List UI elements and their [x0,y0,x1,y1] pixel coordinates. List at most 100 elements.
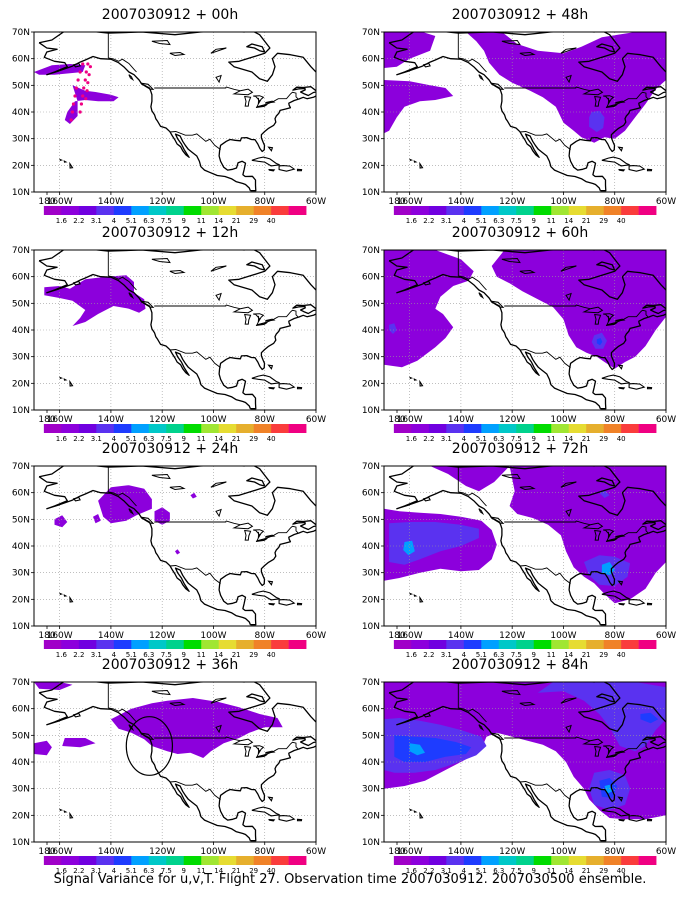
lake-outline [210,697,227,704]
coastline [388,682,666,732]
lake-outline [215,724,222,734]
legend-label: 40 [267,651,276,659]
lon-label: 60W [306,197,326,207]
legend-label: 6.3 [493,651,504,659]
panel-title: 2007030912 + 36h [101,657,239,673]
island-outline [601,374,630,385]
island-outline [409,808,414,811]
lake-outline [232,306,254,314]
lake-outline [210,47,227,54]
island-outline [128,508,135,516]
panel-title: 2007030912 + 60h [451,225,589,241]
legend-swatch [638,424,657,433]
legend-label: 14 [214,435,223,443]
legend-label: 21 [582,867,591,875]
variance-region [384,80,454,134]
coastline [388,692,602,841]
island-outline [419,379,424,387]
island-outline [128,74,135,82]
legend-label: 40 [617,435,626,443]
border-line [458,275,487,291]
observation-dot [88,65,92,69]
lat-label: 30N [362,135,380,145]
variance-region [54,515,68,528]
island-outline [618,387,626,390]
lat-label: 40N [362,758,380,768]
map-panel-p72: 70N 60N 50N 40N 30N 20N 10N 180 160W 140W 120W 100W… [350,440,690,659]
lake-outline [582,522,604,530]
island-outline [617,796,624,802]
observation-dot [84,97,88,101]
legend-swatch [78,640,97,649]
legend-swatch [551,424,570,433]
coastline [596,477,616,487]
legend-swatch [463,206,482,215]
legend-swatch [183,424,202,433]
legend-swatch [411,856,430,865]
lake-outline [594,313,602,325]
observation-dot [83,78,87,82]
legend-swatch [61,640,80,649]
legend-swatch [603,640,622,649]
legend-swatch [551,206,570,215]
border-line [458,491,487,507]
lat-label: 40N [362,326,380,336]
island-outline [490,516,505,524]
island-outline [63,810,68,813]
lon-label: 60W [306,415,326,425]
lake-outline [603,95,615,105]
coastline [38,682,316,732]
legend-swatch [201,206,220,215]
island-outline [419,811,424,819]
coastline [292,86,316,97]
legend-swatch [218,856,237,865]
lat-label: 60N [12,489,30,499]
figure-caption: Signal Variance for u,v,T. Flight 27. Ob… [53,872,647,887]
island-outline [422,62,431,68]
lon-label: 80W [605,415,625,425]
legend-swatch [148,640,167,649]
legend-swatch [516,640,535,649]
lon-label: 80W [605,631,625,641]
border-line [458,707,487,723]
variance-region [466,32,666,143]
border-line [519,781,571,800]
variance-region [44,275,146,326]
lat-label: 70N [12,28,30,38]
lat-label: 20N [12,595,30,605]
legend-label: 29 [599,217,608,225]
variance-region [384,466,510,492]
lake-outline [215,74,222,84]
legend-label: 11 [197,651,206,659]
island-outline [646,818,653,822]
variance-region [599,490,610,498]
legend-label: 40 [617,651,626,659]
legend-swatch [621,640,639,649]
lon-label: 160W [47,197,73,207]
observation-dot [82,86,86,90]
coastline [568,95,666,192]
lat-label: 30N [12,353,30,363]
legend-swatch [446,206,465,215]
legend-label: 3.1 [91,651,102,659]
lake-outline [582,88,604,96]
legend-label: 29 [599,651,608,659]
legend-swatch [586,206,604,215]
lon-label: 100W [200,197,226,207]
legend-label: 5.1 [476,651,487,659]
legend-swatch [516,856,535,865]
legend-swatch [253,640,272,649]
observation-dot [79,102,84,106]
legend-label: 3.1 [91,435,102,443]
lat-label: 10N [12,406,30,416]
legend-swatch [603,424,622,433]
legend-swatch [131,640,150,649]
legend-label: 14 [564,435,573,443]
island-outline [140,300,155,308]
legend-swatch [271,206,289,215]
legend-swatch [411,424,430,433]
border-line [225,86,241,92]
island-outline [617,146,624,152]
legend-label: 29 [599,867,608,875]
